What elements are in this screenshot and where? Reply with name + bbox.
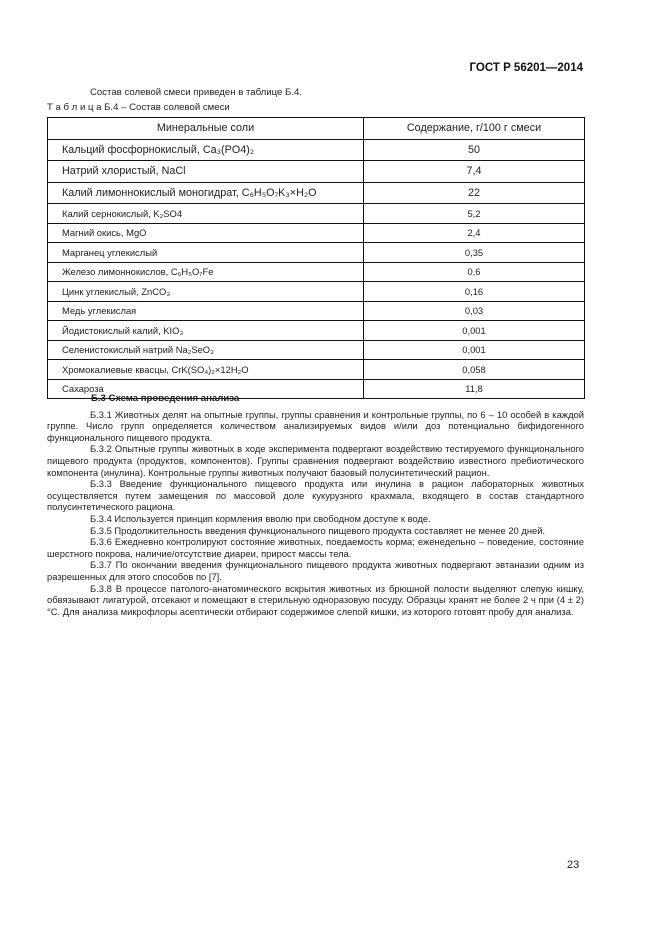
paragraph: Б.3.6 Ежедневно контролируют состояние ж… bbox=[47, 536, 584, 559]
paragraph: Б.3.5 Продолжительность введения функцио… bbox=[90, 524, 546, 536]
salt-name: Магний окись, MgO bbox=[47, 222, 364, 243]
table-row: Калий сернокислый, K₂SO4 5,2 bbox=[47, 203, 585, 224]
paragraph: Б.3.4 Используется принцип кормления вво… bbox=[90, 512, 431, 524]
table-row: Цинк углекислый, ZnCO₃ 0,16 bbox=[47, 281, 585, 302]
salt-name: Калий сернокислый, K₂SO4 bbox=[47, 203, 364, 224]
salt-content: 0,001 bbox=[363, 339, 585, 360]
table-row: Кальций фосфорнокислый, Ca₃(PO4)₂ 50 bbox=[47, 138, 585, 161]
column-header: Минеральные соли bbox=[47, 117, 364, 140]
salt-name: Калий лимоннокислый моногидрат, C₆H₅O₇K₃… bbox=[47, 181, 364, 204]
table-row: Медь углекислая 0,03 bbox=[47, 300, 585, 321]
salt-name: Натрий хлористый, NaCl bbox=[47, 160, 364, 183]
salt-content: 5,2 bbox=[363, 203, 585, 224]
salt-name: Железо лимоннокислов, C₆H₅O₇Fe bbox=[47, 261, 364, 282]
table-row: Марганец углекислый 0,35 bbox=[47, 242, 585, 263]
intro-text: Состав солевой смеси приведен в таблице … bbox=[90, 87, 302, 98]
paragraph: Б.3.7 По окончании введения функциональн… bbox=[47, 559, 584, 582]
table-row: Хромокалиевые квасцы, CrK(SO₄)₂×12H₂O 0,0… bbox=[47, 359, 585, 380]
salt-mix-table: Минеральные соли Содержание, г/100 г сме… bbox=[47, 117, 585, 399]
paragraph: Б.3.1 Животных делят на опытные группы, … bbox=[47, 408, 584, 443]
salt-content: 2,4 bbox=[363, 222, 585, 243]
salt-name: Марганец углекислый bbox=[47, 242, 364, 263]
salt-content: 0,16 bbox=[363, 281, 585, 302]
paragraph: Б.3.8 В процессе патолого-анатомического… bbox=[47, 582, 584, 617]
section-b3: Б.3 Схема проведения анализа Б.3.1 Живот… bbox=[47, 393, 584, 617]
table-row: Натрий хлористый, NaCl 7,4 bbox=[47, 160, 585, 183]
page-number: 23 bbox=[567, 859, 580, 871]
salt-content: 0,35 bbox=[363, 242, 585, 263]
salt-content: 11,8 bbox=[363, 378, 585, 399]
salt-content: 50 bbox=[363, 138, 585, 161]
table-header-row: Минеральные соли Содержание, г/100 г сме… bbox=[47, 117, 585, 140]
column-header: Содержание, г/100 г смеси bbox=[363, 117, 585, 140]
salt-content: 7,4 bbox=[363, 160, 585, 183]
salt-name: Хромокалиевые квасцы, CrK(SO₄)₂×12H₂O bbox=[47, 359, 364, 380]
paragraph: Б.3.3 Введение функционального пищевого … bbox=[47, 478, 584, 513]
paragraph: Б.3.2 Опытные группы животных в ходе экс… bbox=[47, 443, 584, 478]
salt-name: Селенистокислый натрий Na₂SeO₃ bbox=[47, 339, 364, 360]
salt-content: 0,001 bbox=[363, 320, 585, 341]
salt-name: Сахароза bbox=[47, 378, 364, 399]
table-row: Йодистокислый калий, KIO₃ 0,001 bbox=[47, 320, 585, 341]
table-row: Селенистокислый натрий Na₂SeO₃ 0,001 bbox=[47, 339, 585, 360]
salt-name: Медь углекислая bbox=[47, 300, 364, 321]
salt-name: Йодистокислый калий, KIO₃ bbox=[47, 320, 364, 341]
section-title: Б.3 Схема проведения анализа bbox=[91, 393, 240, 404]
table-row: Железо лимоннокислов, C₆H₅O₇Fe 0,6 bbox=[47, 261, 585, 282]
table-row: Магний окись, MgO 2,4 bbox=[47, 222, 585, 243]
salt-content: 0,058 bbox=[363, 359, 585, 380]
salt-content: 0,6 bbox=[363, 261, 585, 282]
salt-content: 0,03 bbox=[363, 300, 585, 321]
table-row: Калий лимоннокислый моногидрат, C₆H₅O₇K₃… bbox=[47, 181, 585, 204]
document-code: ГОСТ Р 56201—2014 bbox=[469, 62, 583, 74]
salt-content: 22 bbox=[363, 181, 585, 204]
salt-name: Цинк углекислый, ZnCO₃ bbox=[47, 281, 364, 302]
table-caption: Т а б л и ц а Б.4 – Состав солевой смеси bbox=[47, 102, 230, 113]
salt-name: Кальций фосфорнокислый, Ca₃(PO4)₂ bbox=[47, 138, 364, 161]
table-row: Сахароза 11,8 bbox=[47, 378, 585, 399]
